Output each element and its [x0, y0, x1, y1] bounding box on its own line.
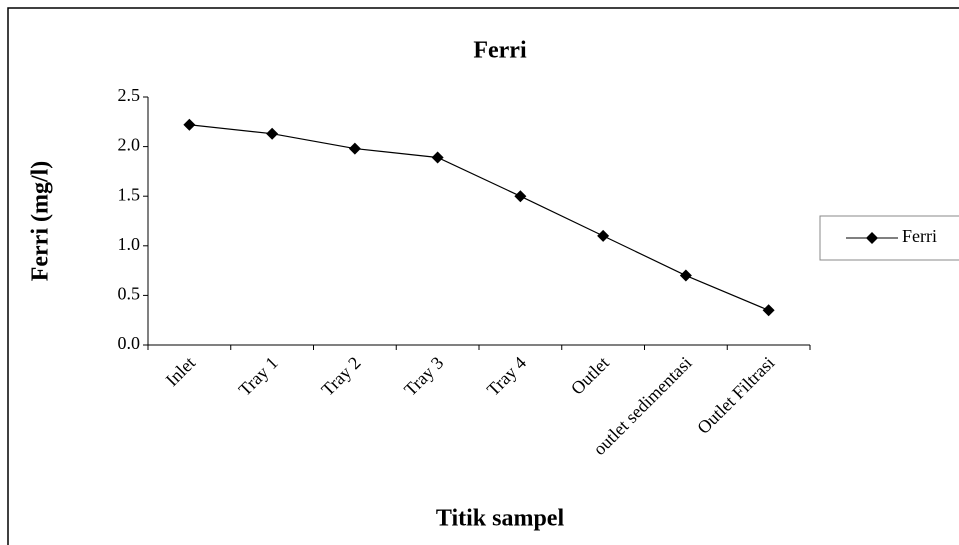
x-tick-label: Tray 2	[317, 353, 364, 400]
x-tick-label: Tray 1	[235, 353, 282, 400]
x-tick-label: Tray 4	[483, 353, 530, 400]
chart-frame	[7, 7, 959, 545]
y-tick-label: 1.5	[118, 184, 141, 204]
data-point	[431, 151, 444, 164]
x-tick-label: Outlet Filtrasi	[693, 353, 778, 438]
legend-label: Ferri	[902, 226, 937, 246]
x-tick-label: Outlet	[567, 353, 613, 399]
y-tick-label: 0.0	[118, 333, 141, 353]
y-axis-label: Ferri (mg/l)	[28, 161, 54, 282]
x-tick-label: Inlet	[162, 353, 199, 390]
y-tick-label: 2.0	[118, 135, 141, 155]
x-tick-label: Tray 3	[400, 353, 447, 400]
data-point	[762, 304, 775, 317]
x-axis-label: Titik sampel	[436, 506, 565, 532]
chart-title: Ferri	[473, 38, 527, 64]
data-point	[266, 127, 279, 140]
data-point	[597, 229, 610, 242]
data-point	[679, 269, 692, 282]
data-point	[514, 190, 527, 203]
data-point	[183, 118, 196, 131]
series-line	[189, 124, 769, 311]
data-point	[348, 142, 361, 155]
y-tick-label: 2.5	[118, 85, 141, 105]
legend-marker	[866, 232, 878, 244]
y-tick-label: 1.0	[118, 234, 141, 254]
y-tick-label: 0.5	[118, 284, 141, 304]
